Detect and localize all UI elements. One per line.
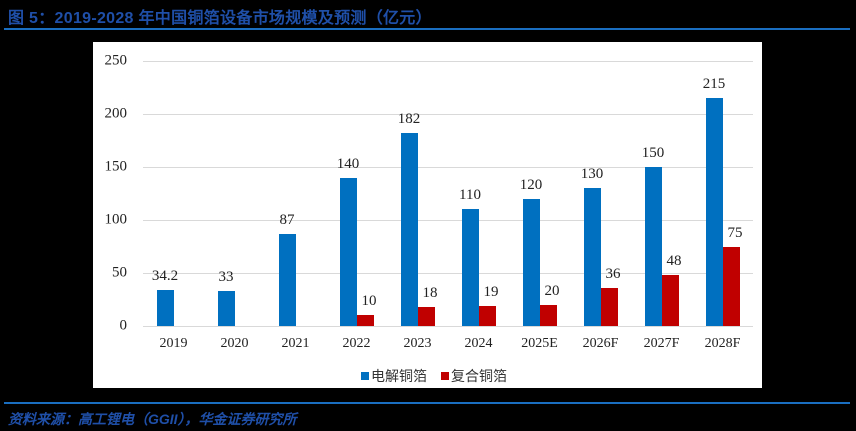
gridline [143,61,753,62]
data-label: 48 [666,253,682,270]
figure-title: 图 5：2019-2028 年中国铜箔设备市场规模及预测（亿元） [8,10,432,27]
x-axis-category-label: 2020 [220,336,249,351]
data-label: 34.2 [151,267,179,284]
bar-electrolytic [583,188,601,326]
x-axis-category-label: 2028F [704,336,741,351]
bar-electrolytic [156,289,174,326]
data-label: 130 [580,166,604,183]
data-label: 18 [422,284,438,301]
bar-electrolytic [461,209,479,326]
data-label: 140 [336,155,360,172]
y-axis-tick-label: 150 [104,158,128,175]
data-label: 120 [519,176,543,193]
chart-panel: 电解铜箔 复合铜箔 0 50 100 150 200 250 34.2 2019 33 2020 8… [93,42,762,388]
bar-electrolytic [705,98,723,326]
gridline [143,114,753,115]
x-axis-category-label: 2023 [403,336,432,351]
data-label: 20 [544,282,560,299]
x-axis-category-label: 2027F [643,336,680,351]
data-label: 19 [483,283,499,300]
bar-electrolytic [400,133,418,326]
data-label: 215 [702,76,726,93]
chart-legend: 电解铜箔 复合铜箔 [361,366,515,386]
legend-label: 复合铜箔 [451,368,507,384]
bar-composite [539,304,557,326]
bar-composite [661,275,679,326]
bar-electrolytic [522,198,540,326]
data-label: 87 [279,211,295,228]
legend-swatch-blue [361,372,369,380]
gridline [143,220,753,221]
bar-electrolytic [644,167,662,326]
legend-label: 电解铜箔 [371,368,427,384]
legend-item-composite: 复合铜箔 [441,366,507,386]
bar-electrolytic [217,291,235,326]
source-note: 资料来源：高工锂电（GGII），华金证券研究所 [8,411,297,427]
data-label: 110 [459,187,481,204]
y-axis-tick-label: 100 [104,211,128,228]
y-axis-tick-label: 250 [104,52,128,69]
bar-electrolytic [278,233,296,326]
bar-composite [478,305,496,326]
gridline [143,326,753,327]
y-axis-tick-label: 200 [104,105,128,122]
data-label: 150 [641,145,665,161]
x-axis-category-label: 2026F [582,336,619,351]
data-label: 10 [361,293,377,310]
bar-composite [600,287,618,326]
data-label: 75 [727,224,743,241]
y-axis-tick-label: 0 [119,317,128,334]
x-axis-category-label: 2019 [159,336,188,351]
data-label: 182 [397,111,421,128]
x-axis-category-label: 2024 [464,336,493,351]
title-divider [4,28,850,30]
legend-item-electrolytic: 电解铜箔 [361,366,427,386]
data-label: 36 [605,265,621,282]
bar-electrolytic [339,177,357,326]
gridline [143,167,753,168]
bar-composite [722,246,740,326]
gridline [143,273,753,274]
bar-composite [417,306,435,326]
x-axis-category-label: 2025E [521,336,558,351]
x-axis-category-label: 2021 [281,336,310,351]
y-axis-tick-label: 50 [112,264,127,281]
source-divider [4,402,850,404]
bar-composite [356,315,374,326]
legend-swatch-red [441,372,449,380]
data-label: 33 [218,269,234,286]
x-axis-category-label: 2022 [342,336,371,351]
